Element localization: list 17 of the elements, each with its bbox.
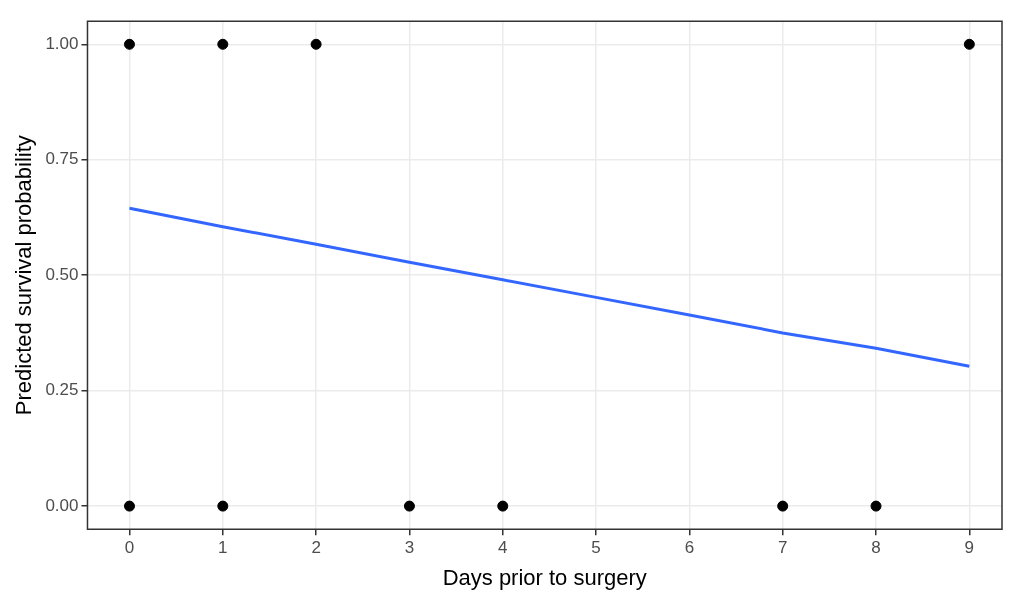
x-tick-label: 2 (311, 538, 321, 558)
x-tick-label: 5 (591, 538, 601, 558)
x-axis-title: Days prior to surgery (442, 564, 647, 590)
y-tick-label: 1.00 (45, 33, 79, 53)
y-tick-label: 0.00 (45, 495, 79, 515)
x-tick-label: 7 (777, 538, 788, 558)
y-tick-label: 0.50 (45, 264, 79, 284)
y-tick-label: 0.25 (45, 380, 79, 400)
y-tick-label: 0.75 (45, 149, 79, 169)
x-tick-label: 9 (964, 538, 975, 558)
x-tick-label: 6 (684, 538, 695, 558)
x-tick-label: 0 (124, 538, 135, 558)
y-axis-title: Predicted survival probability (11, 135, 37, 416)
x-tick-label: 3 (404, 538, 415, 558)
x-tick-label: 4 (498, 538, 508, 558)
x-tick-label: 1 (218, 538, 228, 558)
x-tick-label: 8 (871, 538, 881, 558)
